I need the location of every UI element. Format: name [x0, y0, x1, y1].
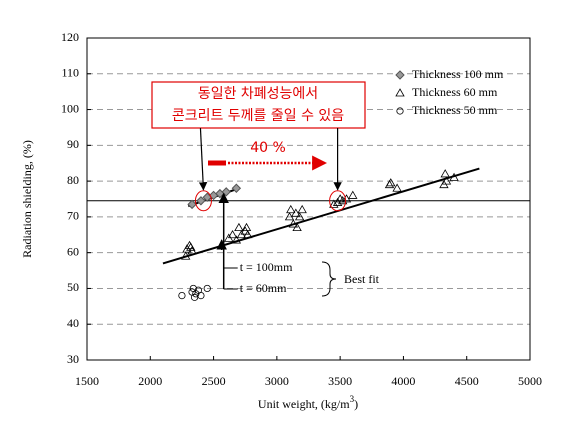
- y-tick-label: 120: [61, 30, 79, 44]
- x-tick-label: 5000: [518, 374, 542, 388]
- point: [288, 219, 299, 228]
- x-tick-label: 1500: [75, 374, 99, 388]
- point: [297, 204, 307, 214]
- y-tick-label: 110: [61, 66, 79, 80]
- point: [440, 169, 450, 178]
- point: [203, 284, 211, 293]
- legend-marker: [395, 70, 405, 80]
- x-tick-label: 2000: [138, 374, 162, 388]
- y-tick-label: 80: [67, 173, 79, 187]
- reduction-label: 40 %: [250, 140, 286, 156]
- x-tick-label: 4000: [391, 374, 415, 388]
- legend-label: Thickness 50 mm: [412, 103, 498, 117]
- reduction-start: [208, 160, 226, 166]
- y-tick-label: 70: [67, 209, 79, 223]
- legend-marker: [396, 107, 404, 115]
- point: [292, 222, 302, 232]
- point: [348, 190, 358, 199]
- point: [329, 199, 339, 208]
- point: [190, 293, 199, 301]
- legend-label: Thickness 60 mm: [412, 85, 498, 99]
- point: [227, 229, 238, 239]
- point: [197, 291, 205, 300]
- x-axis-label-sup: 3: [350, 394, 355, 404]
- legend-marker: [395, 88, 405, 97]
- best-fit-label: Best fit: [344, 272, 380, 286]
- x-tick-label: 3500: [328, 374, 352, 388]
- legend-label: Thickness 100 mm: [412, 67, 504, 81]
- brace: [321, 261, 337, 297]
- y-tick-label: 100: [61, 101, 79, 115]
- point: [386, 178, 396, 187]
- point: [337, 195, 348, 205]
- y-axis-label: Radiation shielding, (%): [20, 140, 34, 258]
- y-tick-label: 50: [67, 280, 79, 294]
- x-tick-label: 2500: [202, 374, 226, 388]
- highlight-ellipse: [194, 190, 212, 212]
- point: [231, 235, 242, 244]
- annotation-text: 동일한 차폐성능에서: [198, 86, 318, 102]
- plot-frame: [86, 37, 531, 361]
- point: [392, 183, 402, 192]
- point: [187, 199, 197, 210]
- y-tick-label: 90: [67, 137, 79, 151]
- y-tick-label: 60: [67, 244, 79, 258]
- y-tick-label: 40: [67, 316, 79, 330]
- fit-label: t = 60mm: [240, 281, 287, 295]
- point: [181, 251, 191, 260]
- point: [243, 229, 253, 239]
- x-tick-label: 3000: [265, 374, 289, 388]
- point: [241, 222, 252, 232]
- annotation-box: [151, 81, 366, 129]
- fit-label: t = 100mm: [240, 260, 293, 274]
- point: [178, 291, 186, 300]
- point: [192, 290, 200, 298]
- x-axis-label-text: Unit weight, (kg/m: [258, 397, 350, 411]
- highlight-ellipse: [329, 190, 347, 212]
- point: [231, 183, 242, 193]
- point: [196, 196, 206, 206]
- point: [187, 246, 197, 255]
- point: [449, 172, 459, 181]
- point: [186, 242, 196, 251]
- x-axis-label: Unit weight, (kg/m3): [258, 394, 358, 411]
- point: [234, 222, 244, 232]
- annotation-text: 콘크리트 두께를 줄일 수 있음: [172, 108, 344, 124]
- point: [286, 204, 296, 214]
- x-tick-label: 4500: [455, 374, 479, 388]
- point: [294, 212, 305, 221]
- fit-line: [162, 167, 480, 265]
- x-axis-label-end: ): [354, 397, 358, 411]
- point: [441, 176, 452, 185]
- y-tick-label: 30: [67, 352, 79, 366]
- annotation-arrow: [198, 127, 208, 191]
